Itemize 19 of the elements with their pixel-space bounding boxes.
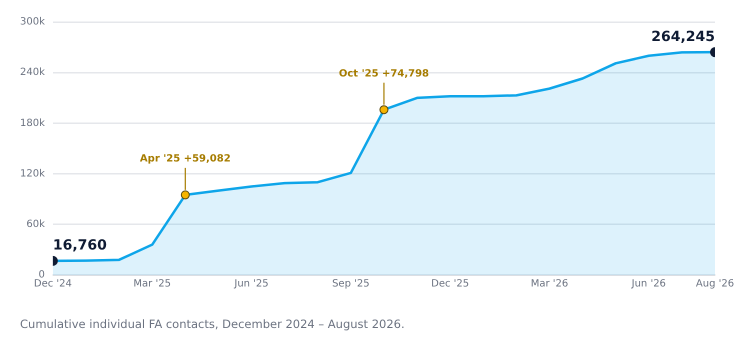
y-tick-label: 180k [20, 118, 46, 129]
data-label: 264,245 [651, 28, 715, 45]
x-tick-label: Mar '25 [133, 278, 171, 290]
x-tick-label: Aug '26 [696, 278, 734, 290]
x-tick-label: Sep '25 [332, 278, 370, 290]
y-tick-label: 240k [20, 67, 46, 78]
y-tick-label: 0 [38, 270, 45, 281]
x-tick-label: Dec '24 [34, 278, 72, 290]
y-tick-label: 60k [26, 218, 46, 230]
y-tick-label: 300k [20, 16, 46, 28]
data-label: 16,760 [52, 238, 108, 254]
x-tick-label: Jun '25 [233, 278, 269, 290]
annotation: Apr '25 +59,082 [140, 153, 231, 164]
annotation: Oct '25 +74,798 [338, 68, 430, 80]
text: Cumulative individual FA contacts, December 2024 – August 2026. [20, 317, 406, 331]
x-tick-label: Dec '25 [431, 278, 470, 290]
y-tick-label: 120k [20, 168, 46, 180]
x-tick-label: Jun '26 [630, 278, 666, 290]
x-tick-label: Mar '26 [530, 278, 568, 290]
